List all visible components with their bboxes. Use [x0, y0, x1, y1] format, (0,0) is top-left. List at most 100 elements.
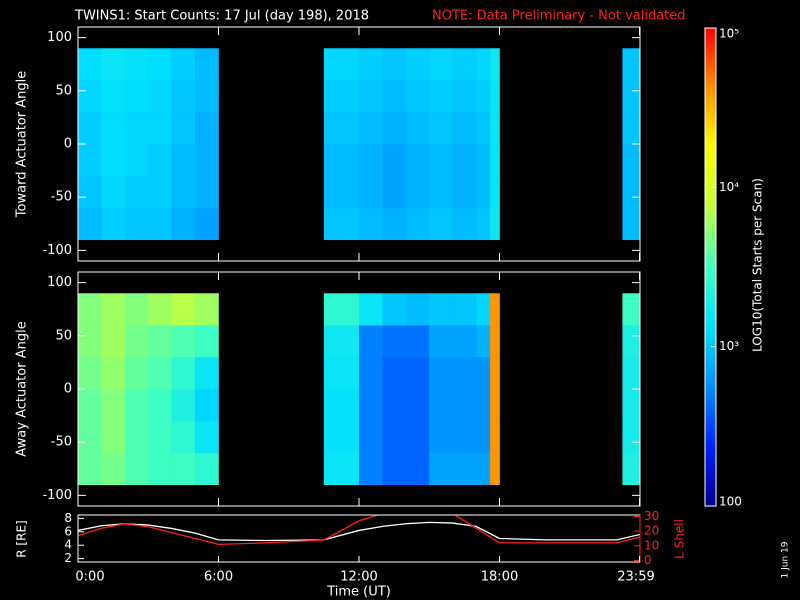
x-tick-label: 18:00: [481, 570, 518, 585]
heatmap-cell: [452, 144, 477, 177]
heatmap-cell: [78, 325, 102, 358]
x-tick-label: 6:00: [204, 570, 233, 585]
heatmap-cell: [148, 420, 172, 454]
heatmap-cell: [476, 112, 491, 145]
heatmap-cell: [124, 48, 149, 81]
heatmap-cell: [429, 48, 453, 81]
heatmap-cell: [124, 452, 149, 486]
heatmap-cell: [171, 48, 196, 81]
heatmap-cell: [101, 80, 126, 113]
heatmap-cell: [148, 357, 172, 390]
heatmap-cell: [195, 452, 219, 486]
heatmap-cell: [382, 420, 407, 454]
heatmap-cell: [148, 112, 172, 145]
heatmap-cell: [429, 357, 453, 390]
heatmap-cell: [124, 325, 149, 358]
heatmap-cell: [171, 207, 196, 241]
y-axis-label: R [RE]: [15, 520, 29, 557]
heatmap-cell: [429, 420, 453, 454]
heatmap-cell: [382, 452, 407, 486]
heatmap-cell: [452, 112, 477, 145]
heatmap-cell: [429, 293, 453, 326]
heatmap-cell: [78, 48, 102, 81]
heatmap-cell: [452, 420, 477, 454]
heatmap-cell: [622, 112, 641, 145]
x-tick-label: 23:59: [617, 570, 654, 585]
heatmap-cell: [622, 452, 641, 486]
plot-frame: [77, 514, 641, 563]
heatmap-cell: [124, 293, 149, 326]
heatmap-cell: [452, 325, 477, 358]
heatmap-cell: [101, 389, 126, 422]
heatmap-cell: [195, 325, 219, 358]
side-note: 1 Jun 19: [781, 541, 791, 578]
heatmap-cell: [101, 144, 126, 177]
heatmap-cell: [78, 389, 102, 422]
heatmap-cell: [148, 80, 172, 113]
heatmap-cell: [622, 420, 641, 454]
heatmap-cell: [323, 144, 360, 177]
heatmap-cell: [490, 325, 500, 358]
heatmap-cell: [323, 452, 360, 486]
heatmap-cell: [323, 293, 360, 326]
heatmap-cell: [476, 452, 491, 486]
heatmap-cell: [405, 144, 430, 177]
heatmap-cell: [382, 293, 407, 326]
heatmap-cell: [171, 452, 196, 486]
heatmap-cell: [429, 144, 453, 177]
heatmap-cell: [622, 325, 641, 358]
y-tick-label: -50: [51, 435, 72, 450]
heatmap-cell: [78, 420, 102, 454]
y-tick-label: -50: [51, 190, 72, 205]
heatmap-cell: [382, 175, 407, 209]
colorbar-tick-label: 10³: [719, 339, 739, 353]
heatmap-cell: [405, 357, 430, 390]
heatmap-cell: [622, 389, 641, 422]
heatmap-cell: [476, 175, 491, 209]
y-tick-label: -100: [42, 488, 72, 503]
heatmap-cell: [476, 325, 491, 358]
heatmap-cell: [622, 357, 641, 390]
heatmap-cell: [195, 144, 219, 177]
heatmap-cell: [452, 175, 477, 209]
heatmap-cell: [148, 48, 172, 81]
heatmap-cell: [382, 112, 407, 145]
heatmap-cell: [490, 144, 500, 177]
y2-tick-label: 10: [644, 538, 659, 552]
heatmap-cell: [476, 48, 491, 81]
heatmap-cell: [195, 357, 219, 390]
heatmap-cell: [382, 144, 407, 177]
heatmap-cell: [622, 293, 641, 326]
heatmap-cell: [195, 293, 219, 326]
heatmap-cell: [124, 175, 149, 209]
heatmap-cell: [429, 452, 453, 486]
heatmap-cell: [476, 293, 491, 326]
heatmap-cell: [476, 420, 491, 454]
heatmap-cell: [124, 389, 149, 422]
heatmap-cell: [405, 207, 430, 241]
y-tick-label: 8: [64, 511, 72, 525]
heatmap-cell: [171, 112, 196, 145]
heatmap-cell: [323, 325, 360, 358]
heatmap-cell: [323, 80, 360, 113]
heatmap-cell: [323, 389, 360, 422]
heatmap-cell: [382, 357, 407, 390]
heatmap-cell: [124, 80, 149, 113]
heatmap-cell: [124, 357, 149, 390]
heatmap-cell: [359, 144, 383, 177]
y-tick-label: -100: [42, 243, 72, 258]
x-tick-label: 12:00: [340, 570, 377, 585]
heatmap-cell: [359, 389, 383, 422]
heatmap-cell: [323, 48, 360, 81]
heatmap-cell: [359, 48, 383, 81]
heatmap-cell: [382, 80, 407, 113]
heatmap-cell: [429, 207, 453, 241]
heatmap-cell: [148, 144, 172, 177]
x-axis-label: Time (UT): [326, 585, 391, 600]
heatmap-cell: [78, 80, 102, 113]
heatmap-cell: [490, 357, 500, 390]
colorbar-tick-label: 10⁵: [719, 27, 739, 41]
heatmap-cell: [490, 112, 500, 145]
heatmap-cell: [148, 293, 172, 326]
